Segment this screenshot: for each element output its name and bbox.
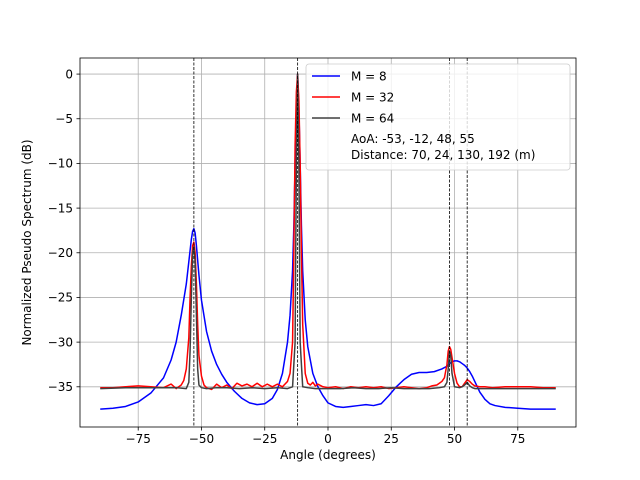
x-tick-label: −50 [189, 432, 214, 446]
x-tick-label: −75 [126, 432, 151, 446]
legend-distance-note: Distance: 70, 24, 130, 192 (m) [351, 148, 535, 162]
series-line-3 [100, 73, 556, 390]
x-axis-label: Angle (degrees) [280, 448, 376, 462]
legend-items: M = 8 M = 32 M = 64 [312, 69, 394, 125]
x-tick-label: 75 [510, 432, 525, 446]
series-line-1 [100, 73, 556, 410]
y-tick-label: −20 [48, 246, 73, 260]
legend: M = 8M = 32M = 64 AoA: -53, -12, 48, 55 … [305, 63, 571, 171]
legend-box [305, 63, 571, 171]
y-tick-label: −30 [48, 335, 73, 349]
legend-label-3: M = 64 [351, 111, 394, 125]
x-tick-label: 25 [384, 432, 399, 446]
x-tick-label: 50 [447, 432, 462, 446]
x-tick-label: 0 [324, 432, 332, 446]
y-tick-label: −5 [55, 112, 73, 126]
y-tick-label: −35 [48, 380, 73, 394]
legend-aoa-note: AoA: -53, -12, 48, 55 [351, 132, 475, 146]
y-tick-label: 0 [65, 67, 73, 81]
y-tick-label: −25 [48, 291, 73, 305]
legend-label-2: M = 32 [351, 90, 394, 104]
y-tick-label: −10 [48, 157, 73, 171]
y-tick-label: −15 [48, 201, 73, 215]
legend-label-1: M = 8 [351, 69, 387, 83]
tick-layer: −75 −50 −25 0 25 50 75 0 −5 −10 −15 −20 −25 −30 −35 [48, 67, 526, 446]
series-layer [100, 73, 556, 410]
x-tick-label: −25 [252, 432, 277, 446]
y-axis-label: Normalized Pseudo Spectrum (dB) [20, 139, 34, 345]
